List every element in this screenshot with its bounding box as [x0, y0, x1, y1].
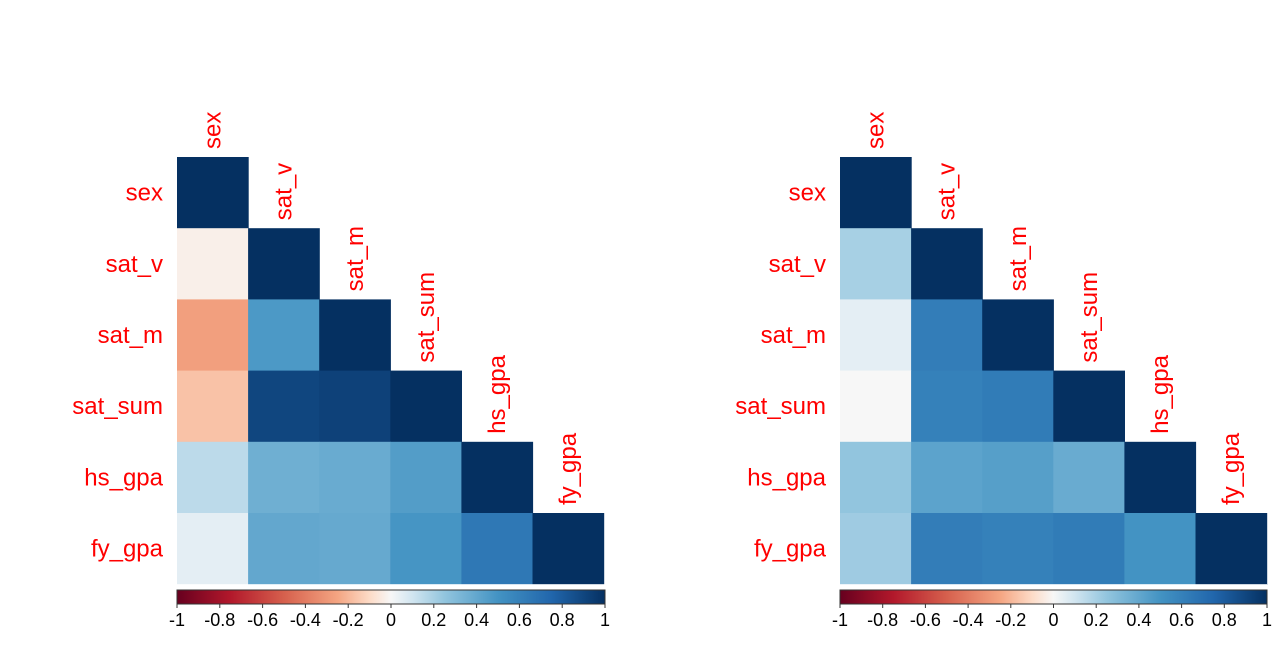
colorbar-tick-label: -0.2: [995, 610, 1026, 630]
row-label-sat_m: sat_m: [761, 322, 826, 349]
cell-sat_m-sat_v: [248, 299, 320, 372]
cell-fy_gpa-sat_sum: [390, 513, 462, 585]
cell-fy_gpa-sat_v: [911, 513, 983, 585]
colorbar-tick-label: -1: [169, 610, 185, 630]
row-label-sat_sum: sat_sum: [735, 393, 826, 420]
col-label-sat_sum: sat_sum: [413, 272, 440, 363]
colorbar: [176, 589, 606, 605]
cell-fy_gpa-hs_gpa: [1124, 513, 1197, 585]
colorbar-tick-label: 0: [386, 610, 396, 630]
cell-sat_sum-sat_v: [248, 370, 320, 443]
row-label-sat_sum: sat_sum: [72, 393, 163, 420]
cell-sat_sum-sat_m: [982, 370, 1054, 443]
cell-hs_gpa-sat_sum: [1053, 441, 1125, 514]
col-label-sex: sex: [200, 112, 227, 149]
cell-sat_sum-sat_sum: [390, 370, 462, 443]
colorbar-tick-label: 0.4: [1126, 610, 1151, 630]
row-label-hs_gpa: hs_gpa: [84, 464, 163, 491]
col-label-fy_gpa: fy_gpa: [555, 432, 582, 505]
colorbar-tick-label: -0.4: [953, 610, 984, 630]
cell-sat_m-sat_m: [319, 299, 391, 372]
matrix-baseline: [177, 584, 605, 587]
cell-hs_gpa-sex: [177, 441, 249, 514]
cell-sat_m-sex: [840, 299, 912, 372]
col-label-hs_gpa: hs_gpa: [1147, 354, 1174, 433]
cell-fy_gpa-sat_m: [982, 513, 1054, 585]
cell-sat_v-sat_v: [248, 228, 320, 300]
colorbar-tick-label: -1: [832, 610, 848, 630]
cell-hs_gpa-sat_v: [911, 441, 983, 514]
cell-fy_gpa-fy_gpa: [1195, 513, 1268, 585]
cell-fy_gpa-hs_gpa: [461, 513, 534, 585]
colorbar: [839, 589, 1268, 605]
row-label-sat_v: sat_v: [769, 251, 826, 278]
cell-sat_v-sex: [177, 228, 249, 300]
cell-sat_sum-sat_m: [319, 370, 391, 443]
cell-hs_gpa-sat_v: [248, 441, 320, 514]
colorbar-tick-label: 0.2: [1084, 610, 1109, 630]
colorbar-tick-label: 0.8: [1212, 610, 1237, 630]
colorbar-tick-label: 1: [600, 610, 610, 630]
cell-sex-sex: [840, 157, 912, 229]
colorbar-tick-label: 0.8: [550, 610, 575, 630]
cell-hs_gpa-sat_sum: [390, 441, 462, 514]
colorbar-tick-label: 1: [1262, 610, 1272, 630]
matrix-baseline: [840, 584, 1267, 587]
row-label-hs_gpa: hs_gpa: [747, 464, 826, 491]
cell-hs_gpa-hs_gpa: [461, 441, 534, 514]
cell-hs_gpa-sat_m: [982, 441, 1054, 514]
cell-sex-sex: [177, 157, 249, 229]
cell-fy_gpa-fy_gpa: [532, 513, 605, 585]
col-label-hs_gpa: hs_gpa: [484, 354, 511, 433]
row-label-sat_v: sat_v: [106, 251, 163, 278]
colorbar-tick-label: 0.6: [1169, 610, 1194, 630]
row-label-fy_gpa: fy_gpa: [91, 536, 164, 563]
cell-sat_sum-sat_sum: [1053, 370, 1125, 443]
colorbar-tick-label: -0.8: [867, 610, 898, 630]
col-label-sat_sum: sat_sum: [1076, 272, 1103, 363]
col-label-sex: sex: [863, 112, 890, 149]
row-label-sex: sex: [789, 180, 826, 207]
cell-sat_m-sat_m: [982, 299, 1054, 372]
cell-sat_sum-sex: [177, 370, 249, 443]
cell-fy_gpa-sex: [840, 513, 912, 585]
colorbar-tick-label: -0.6: [247, 610, 278, 630]
colorbar-tick-label: -0.4: [290, 610, 321, 630]
correlation-plot-right: sex sat_v sat_m sat_sum hs_gpa fy_gpa sex sat_v…: [735, 112, 1272, 630]
colorbar-tick-label: 0.4: [464, 610, 489, 630]
colorbar-tick-label: 0.6: [507, 610, 532, 630]
cell-fy_gpa-sex: [177, 513, 249, 585]
row-label-fy_gpa: fy_gpa: [754, 536, 827, 563]
cell-fy_gpa-sat_v: [248, 513, 320, 585]
cell-sat_m-sat_v: [911, 299, 983, 372]
cell-fy_gpa-sat_sum: [1053, 513, 1125, 585]
row-label-sat_m: sat_m: [98, 322, 163, 349]
colorbar-tick-label: -0.2: [333, 610, 364, 630]
cell-sat_m-sex: [177, 299, 249, 372]
col-label-sat_m: sat_m: [1005, 226, 1032, 291]
colorbar-tick-label: 0: [1048, 610, 1058, 630]
cell-hs_gpa-sex: [840, 441, 912, 514]
col-label-sat_v: sat_v: [934, 163, 961, 220]
colorbar-tick-label: 0.2: [421, 610, 446, 630]
cell-sat_sum-sex: [840, 370, 912, 443]
row-label-sex: sex: [126, 180, 163, 207]
colorbar-tick-label: -0.8: [204, 610, 235, 630]
correlation-plot-left: sex sat_v sat_m sat_sum hs_gpa fy_gpa sex sat_v…: [72, 112, 610, 630]
colorbar-tick-label: -0.6: [910, 610, 941, 630]
cell-sat_v-sex: [840, 228, 912, 300]
cell-sat_sum-sat_v: [911, 370, 983, 443]
col-label-sat_m: sat_m: [342, 226, 369, 291]
cell-sat_v-sat_v: [911, 228, 983, 300]
col-label-fy_gpa: fy_gpa: [1218, 432, 1245, 505]
col-label-sat_v: sat_v: [271, 163, 298, 220]
cell-hs_gpa-hs_gpa: [1124, 441, 1197, 514]
cell-hs_gpa-sat_m: [319, 441, 391, 514]
cell-fy_gpa-sat_m: [319, 513, 391, 585]
